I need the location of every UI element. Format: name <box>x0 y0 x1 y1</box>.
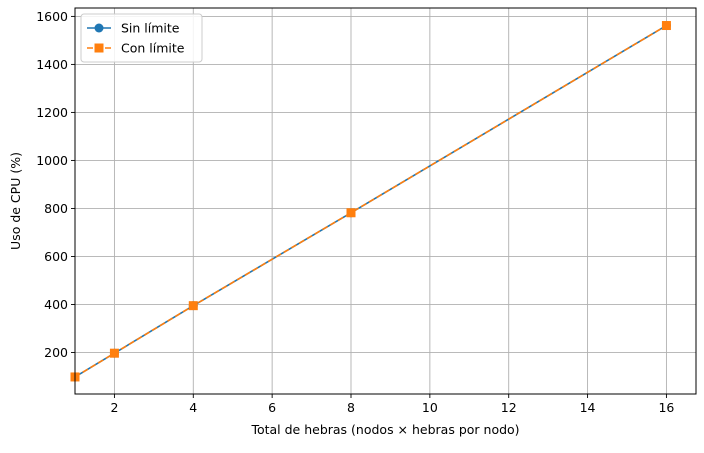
plot-frame <box>74 7 697 395</box>
x-tick-label: 10 <box>422 400 438 415</box>
y-tick-label: 1600 <box>36 9 68 24</box>
y-axis-label: Uso de CPU (%) <box>8 152 23 250</box>
data-point-square <box>346 208 356 218</box>
legend-label: Con límite <box>121 41 185 56</box>
legend-marker-circle <box>94 23 104 33</box>
x-tick-label: 14 <box>580 400 596 415</box>
grid-lines <box>75 8 696 394</box>
data-point-square <box>109 348 119 358</box>
y-tick-label: 1200 <box>36 105 68 120</box>
y-tick-label: 400 <box>44 297 68 312</box>
x-tick-label: 6 <box>268 400 276 415</box>
x-tick-label: 8 <box>347 400 355 415</box>
x-axis-label: Total de hebras (nodos × hebras por nodo… <box>250 422 519 437</box>
data-point-square <box>661 21 671 31</box>
legend-marker-square <box>94 43 104 53</box>
y-tick-label: 200 <box>44 345 68 360</box>
x-tick-label: 16 <box>658 400 674 415</box>
data-point-square <box>188 301 198 311</box>
legend: Sin límite Con límite <box>80 13 203 63</box>
legend-label: Sin límite <box>121 21 180 36</box>
legend-box <box>80 13 203 63</box>
x-tick-label: 4 <box>189 400 197 415</box>
y-tick-label: 800 <box>44 201 68 216</box>
x-tick-label: 12 <box>501 400 517 415</box>
axis-ticks: 2 4 6 8 10 12 14 16 200 400 600 800 1000 1200 1400 1600 <box>36 9 674 415</box>
y-tick-label: 600 <box>44 249 68 264</box>
y-tick-label: 1400 <box>36 57 68 72</box>
series-con-limite <box>70 21 671 382</box>
y-tick-label: 1000 <box>36 153 68 168</box>
x-tick-label: 2 <box>110 400 118 415</box>
series-group <box>70 21 671 382</box>
